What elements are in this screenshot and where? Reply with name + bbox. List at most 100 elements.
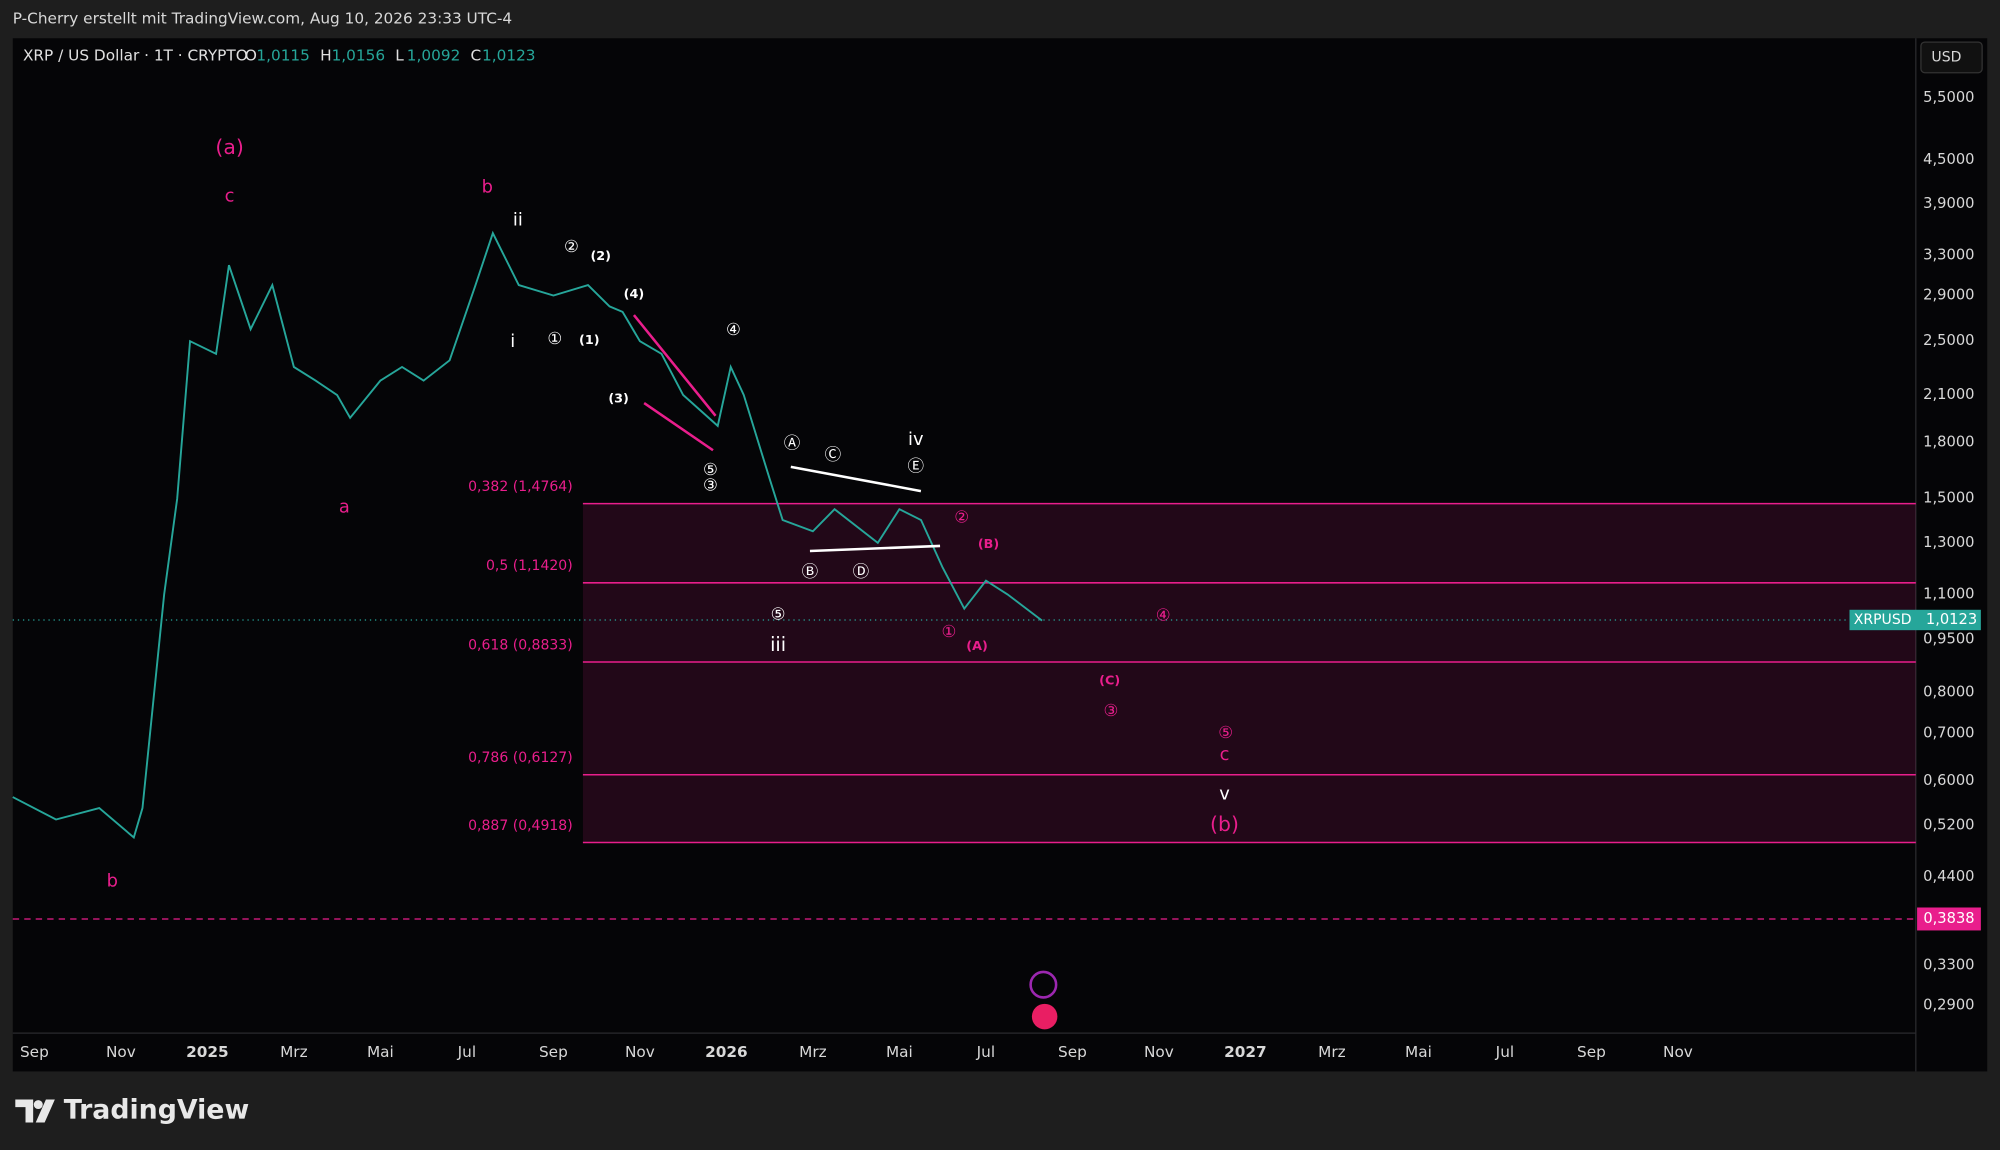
last-price-label: 1,0123 [1926,611,1977,628]
wave-label: Ⓒ [825,445,842,464]
pattern-line [790,465,922,493]
y-tick-label: 0,3300 [1923,957,1974,974]
wave-label: ⑤ [771,604,786,623]
price-line [12,230,1043,840]
y-tick-label: 2,5000 [1923,332,1974,349]
y-tick-label: 1,3000 [1923,534,1974,551]
wave-label: (4) [624,287,645,302]
wave-label: ④ [1156,606,1171,625]
x-tick-label: Jul [976,1043,995,1061]
wave-label: c [1220,744,1230,765]
x-tick-label: Jul [457,1043,476,1061]
y-tick-label: 0,5200 [1923,816,1974,833]
wave-label: b [107,870,118,891]
pattern-line [632,314,717,417]
logo-mark [15,1099,55,1123]
currency-button[interactable] [1920,41,1983,74]
x-tick-label: Sep [539,1043,568,1061]
wave-label: Ⓔ [908,456,925,475]
y-tick-label: 1,1000 [1923,585,1974,602]
x-tick-label: Mai [886,1043,913,1061]
wave-label: ③ [1104,701,1119,720]
chart-area [12,38,1988,1072]
wave-label: i [510,331,515,352]
y-tick-label: 0,9500 [1923,631,1974,648]
x-tick-label: Mrz [280,1043,308,1061]
wave-label: Ⓓ [853,562,870,581]
wave-label: ① [547,329,562,348]
x-tick-label: 2025 [186,1043,229,1061]
ohlc-key: O [245,47,257,65]
symbol: XRP / US Dollar · 1T · CRYPTO [23,47,248,65]
x-tick-label: 2027 [1224,1043,1267,1061]
x-tick-label: Nov [106,1043,136,1061]
wave-label: (B) [978,537,999,552]
y-tick-label: 3,9000 [1923,195,1974,212]
event-icon [1031,1003,1058,1030]
ohlc-key: L [395,47,404,65]
header-title: P-Cherry erstellt mit TradingView.com, A… [13,10,512,28]
wave-label: ⑤ [1218,723,1233,742]
wave-label: (1) [579,333,600,348]
y-tick-label: 1,5000 [1923,490,1974,507]
x-tick-label: Sep [1058,1043,1087,1061]
x-tick-label: Nov [1144,1043,1174,1061]
fib-label: 0,786 (0,6127) [468,750,573,766]
x-tick-label: Mrz [799,1043,827,1061]
y-tick-label: 0,6000 [1923,772,1974,789]
currency[interactable]: USD [1931,49,1961,65]
fib-label: 0,5 (1,1420) [486,558,573,574]
fib-zone [582,503,1916,843]
wave-label: Ⓐ [784,433,801,452]
x-tick-label: Nov [1663,1043,1693,1061]
fib-label: 0,382 (1,4764) [468,479,573,495]
x-tick-label: Jul [1495,1043,1514,1061]
wave-label: a [339,497,350,518]
last-price-name: XRPUSD [1854,612,1912,628]
y-tick-label: 1,8000 [1923,434,1974,451]
ohlc-key: C [471,47,482,65]
y-tick-label: 5,5000 [1923,89,1974,106]
wave-label: ① [942,622,957,641]
y-tick-label: 3,3000 [1923,247,1974,264]
wave-label: ⑤ [703,460,718,479]
y-tick-label: 4,5000 [1923,151,1974,168]
x-tick-label: Sep [20,1043,49,1061]
ohlc-value: 1,0115 [256,47,310,65]
x-tick-label: Mrz [1318,1043,1346,1061]
ohlc-value: 1,0123 [482,47,536,65]
logo [15,1099,55,1123]
wave-label: ② [564,237,579,256]
wave-label: (2) [590,249,611,264]
x-tick-label: Mai [367,1043,394,1061]
wave-label: (b) [1210,812,1239,836]
wave-label: ④ [726,320,741,339]
wave-label: iii [770,633,786,656]
wave-label: iv [908,429,924,450]
ohlc-value: 1,0092 [407,47,461,65]
y-tick-label: 0,4400 [1923,868,1974,885]
wave-label: ② [954,507,969,526]
x-tick-label: Nov [625,1043,655,1061]
wave-label: ii [513,210,523,231]
brand: TradingView [64,1094,249,1125]
last-price-badge [1849,609,1981,631]
logo-dot [33,1100,43,1110]
ohlc-value: 1,0156 [332,47,386,65]
wave-label: (a) [215,135,243,159]
wave-label: (A) [966,639,988,654]
x-tick-label: Sep [1577,1043,1606,1061]
wave-label: ③ [703,475,718,494]
x-tick-label: 2026 [705,1043,748,1061]
y-tick-label: 2,1000 [1923,386,1974,403]
pattern-line [809,544,941,553]
ohlc-key: H [320,47,332,65]
pattern-line [643,402,714,452]
target-label: 0,3838 [1923,910,1974,927]
y-tick-label: 0,2900 [1923,996,1974,1013]
event-icon [1029,970,1058,999]
wave-label: v [1219,784,1230,805]
x-tick-label: Mai [1405,1043,1432,1061]
